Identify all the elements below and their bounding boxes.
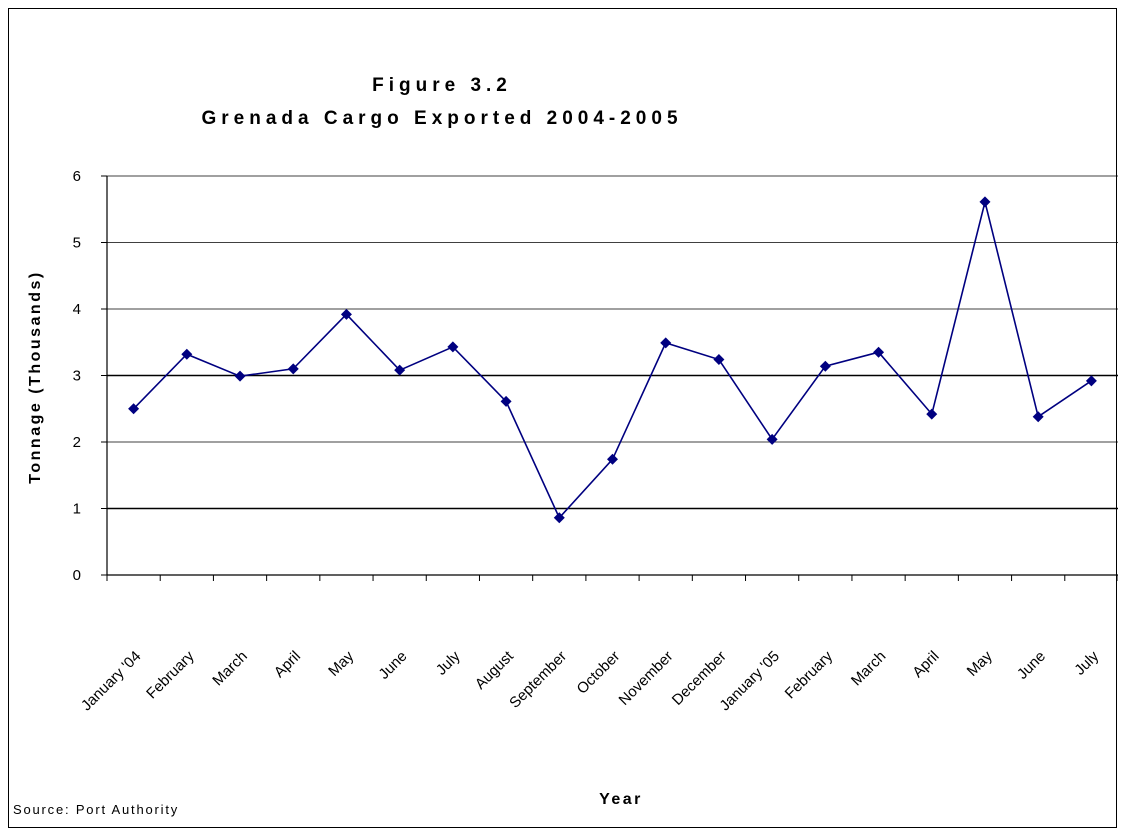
data-point-marker	[873, 346, 885, 358]
data-point-marker	[287, 363, 299, 375]
data-point-marker	[128, 403, 140, 415]
chart-subtitle: Grenada Cargo Exported 2004-2005	[201, 108, 682, 129]
data-point-marker	[1085, 375, 1097, 387]
data-point-marker	[500, 395, 512, 407]
y-axis-title: Tonnage (Thousands)	[27, 270, 44, 483]
gridlines	[107, 175, 1118, 510]
chart-frame: Figure 3.2 Grenada Cargo Exported 2004-2…	[8, 8, 1118, 828]
line-chart: Figure 3.2 Grenada Cargo Exported 2004-2…	[13, 75, 1118, 817]
data-point-marker	[660, 337, 672, 349]
data-point-marker	[340, 308, 352, 320]
y-tick-label: 2	[73, 434, 81, 451]
data-point-marker	[766, 433, 778, 445]
x-tick-label: March	[209, 648, 250, 689]
x-tick-label: March	[848, 648, 889, 689]
x-tick-label: February	[143, 647, 198, 702]
x-axis-title: Year	[599, 791, 643, 808]
series-line	[133, 201, 1092, 520]
y-tick-label: 3	[73, 368, 81, 385]
y-tick-label: 1	[73, 501, 81, 518]
x-tick-label: February	[782, 647, 837, 702]
data-point-marker	[447, 341, 459, 353]
data-point-marker	[607, 453, 618, 465]
data-point-marker	[979, 196, 991, 208]
y-tick-label: 4	[73, 301, 81, 318]
x-tick-label: May	[325, 647, 357, 679]
x-tick-label: June	[1014, 648, 1049, 683]
y-tick-label: 0	[73, 567, 81, 584]
x-tick-label: May	[964, 647, 996, 679]
y-tick-label: 6	[73, 168, 81, 185]
x-tick-label: October	[574, 648, 624, 698]
data-point-marker	[553, 512, 565, 524]
x-tick-label: August	[472, 647, 518, 693]
data-point-marker	[394, 364, 406, 376]
data-point-marker	[181, 348, 193, 360]
y-tick-label: 5	[73, 235, 81, 252]
series-layer	[128, 196, 1097, 524]
data-point-marker	[926, 408, 938, 420]
chart-title: Figure 3.2	[372, 75, 512, 96]
data-point-marker	[234, 370, 246, 382]
x-tick-label: September	[506, 648, 570, 712]
data-point-marker	[1032, 411, 1044, 423]
y-axis-ticks: 0 1 2 3 4 5 6	[73, 168, 107, 584]
x-tick-label: April	[909, 648, 942, 681]
x-tick-label: July	[433, 647, 464, 678]
data-point-marker	[819, 360, 831, 372]
x-tick-label: April	[271, 648, 304, 681]
source-note: Source: Port Authority	[13, 802, 179, 817]
x-tick-label: June	[375, 648, 410, 683]
x-tick-label: November	[616, 648, 677, 709]
x-tick-label: July	[1071, 647, 1102, 678]
x-tick-label: January '04	[78, 648, 145, 715]
data-point-marker	[713, 354, 725, 366]
